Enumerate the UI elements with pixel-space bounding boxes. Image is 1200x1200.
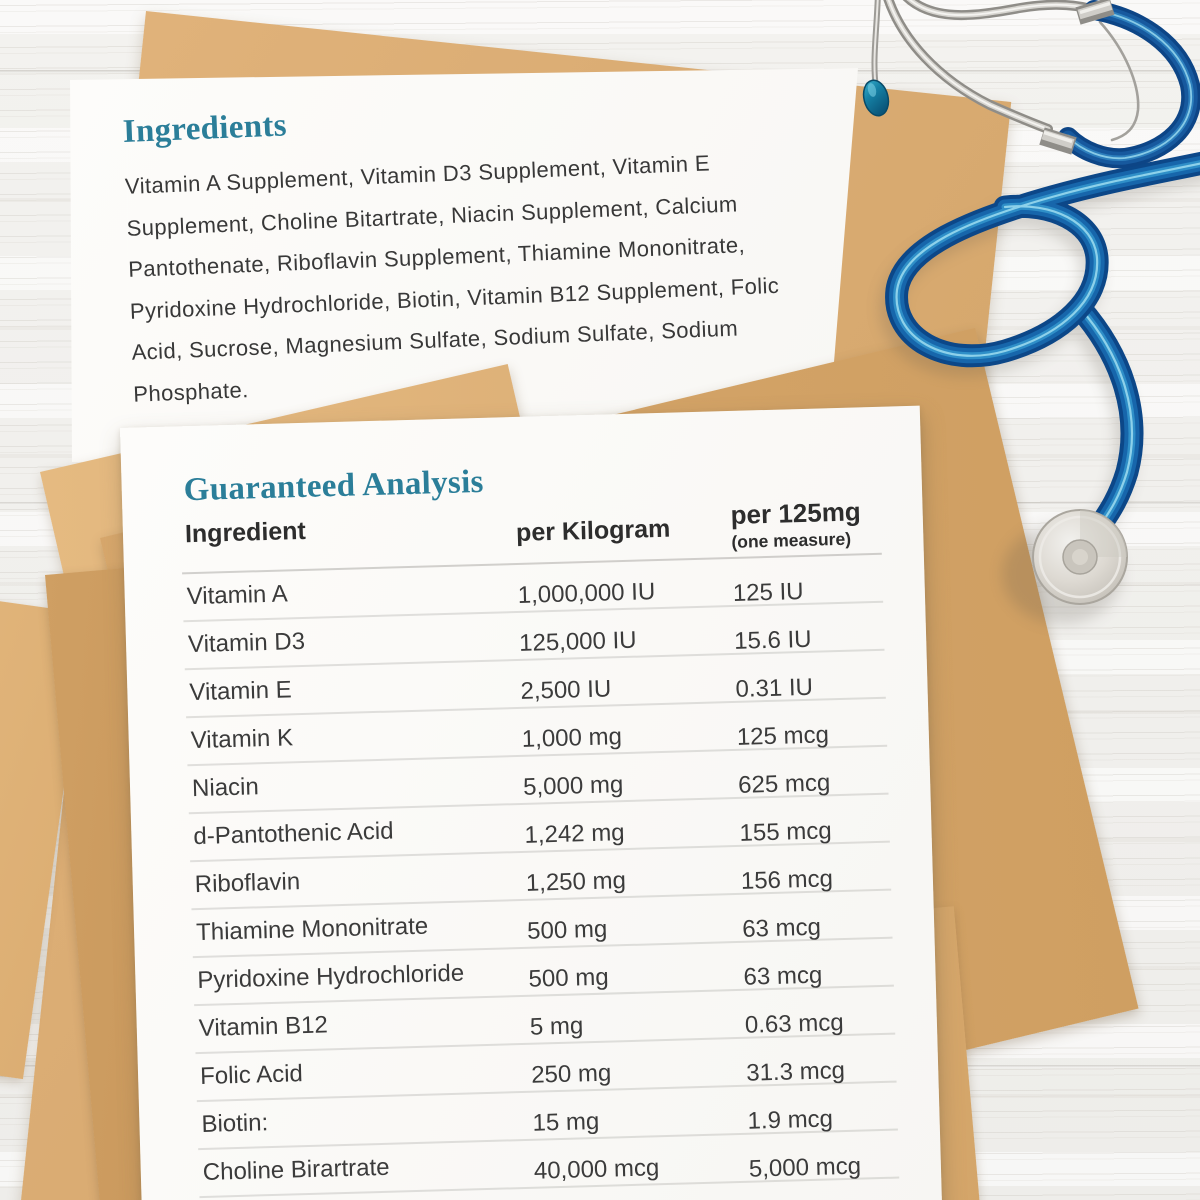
cell-per-dose: 1.9 mcg — [747, 1105, 834, 1135]
cell-ingredient: Riboflavin — [194, 868, 301, 899]
cell-per-dose: 155 mcg — [739, 817, 832, 847]
cell-per-dose: 0.63 mcg — [744, 1009, 844, 1039]
cell-ingredient: Vitamin K — [190, 724, 294, 755]
stethoscope-ferrule-icon — [1039, 0, 1115, 155]
cell-per-dose: 63 mcg — [741, 913, 822, 943]
cell-ingredient: Vitamin A — [186, 580, 289, 611]
stethoscope-eartip-icon — [862, 79, 890, 117]
cell-per-kilogram: 15 mg — [532, 1107, 600, 1137]
cell-ingredient: Thiamine Mononitrate — [195, 912, 429, 947]
cell-ingredient: Vitamin E — [189, 676, 293, 707]
cell-per-dose: 125 mcg — [736, 721, 830, 751]
cell-per-dose: 5,000 mcg — [748, 1152, 862, 1183]
cell-per-dose: 156 mcg — [740, 865, 834, 895]
cell-per-kilogram: 125,000 IU — [518, 626, 637, 657]
cell-per-kilogram: 5,000 mg — [522, 771, 624, 801]
analysis-title: Guaranteed Analysis — [183, 463, 485, 509]
cell-per-kilogram: 1,000,000 IU — [517, 578, 656, 609]
cell-ingredient: Folic Acid — [199, 1060, 304, 1091]
cell-ingredient: Choline Birartrate — [202, 1153, 390, 1186]
cell-per-kilogram: 5 mg — [529, 1012, 584, 1041]
cell-per-kilogram: 250 mg — [530, 1059, 612, 1089]
stethoscope-tube-bend-icon — [1068, 10, 1191, 158]
cell-per-dose: 625 mcg — [737, 769, 831, 799]
cell-ingredient: Vitamin D3 — [187, 627, 306, 659]
cell-ingredient: Biotin: — [201, 1109, 269, 1138]
cell-per-dose: 63 mcg — [743, 961, 823, 991]
cell-per-kilogram: 500 mg — [528, 963, 609, 993]
cell-per-dose: 125 IU — [732, 577, 804, 607]
analysis-table: Vitamin A 1,000,000 IU 125 IU Vitamin D3… — [182, 552, 900, 1199]
cell-per-kilogram: 40,000 mcg — [533, 1154, 660, 1185]
cell-per-dose: 31.3 mcg — [745, 1057, 846, 1087]
stethoscope — [862, 0, 1200, 624]
cell-per-dose: 0.31 IU — [735, 673, 814, 703]
cell-ingredient: Pyridoxine Hydrochloride — [197, 959, 465, 995]
column-header-ingredient: Ingredient — [184, 516, 307, 549]
cell-per-kilogram: 1,250 mg — [525, 867, 627, 897]
column-header-per-kilogram: per Kilogram — [515, 514, 671, 547]
cell-ingredient: Vitamin B12 — [198, 1011, 329, 1043]
stethoscope-chestpiece-icon — [1032, 509, 1128, 605]
cell-per-kilogram: 1,000 mg — [521, 723, 623, 753]
cell-per-dose: 15.6 IU — [733, 625, 812, 655]
cell-ingredient: d-Pantothenic Acid — [193, 817, 394, 851]
cell-per-kilogram: 1,242 mg — [524, 819, 625, 849]
cell-per-kilogram: 2,500 IU — [520, 675, 612, 705]
cell-per-kilogram: 500 mg — [526, 915, 608, 945]
cell-ingredient: Niacin — [191, 773, 260, 803]
